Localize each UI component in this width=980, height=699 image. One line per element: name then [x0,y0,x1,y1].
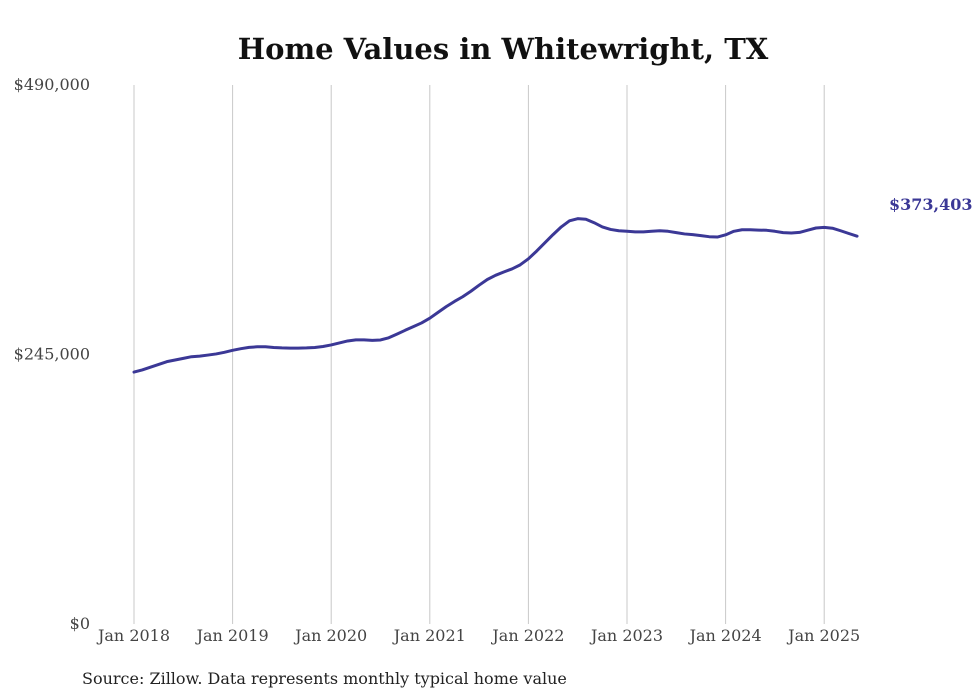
x-tick-label: Jan 2020 [293,626,367,645]
y-tick-label: $245,000 [14,345,90,364]
source-note: Source: Zillow. Data represents monthly … [82,669,567,688]
x-axis-ticks: Jan 2018 Jan 2019 Jan 2020 Jan 2021 Jan 2022… [96,626,860,645]
x-tick-label: Jan 2019 [195,626,269,645]
x-tick-label: Jan 2021 [392,626,466,645]
series-line [132,217,859,374]
x-tick-label: Jan 2025 [786,626,860,645]
gridlines [133,85,825,624]
y-axis-ticks: $0 $245,000 $490,000 [14,75,90,633]
x-tick-label: Jan 2022 [490,626,564,645]
x-tick-label: Jan 2018 [96,626,170,645]
y-tick-label: $0 [70,614,90,633]
chart-title: Home Values in Whitewright, TX [238,32,769,66]
y-tick-label: $490,000 [14,75,90,94]
end-value-label: $373,403 [889,195,973,214]
x-tick-label: Jan 2023 [589,626,663,645]
x-tick-label: Jan 2024 [688,626,762,645]
